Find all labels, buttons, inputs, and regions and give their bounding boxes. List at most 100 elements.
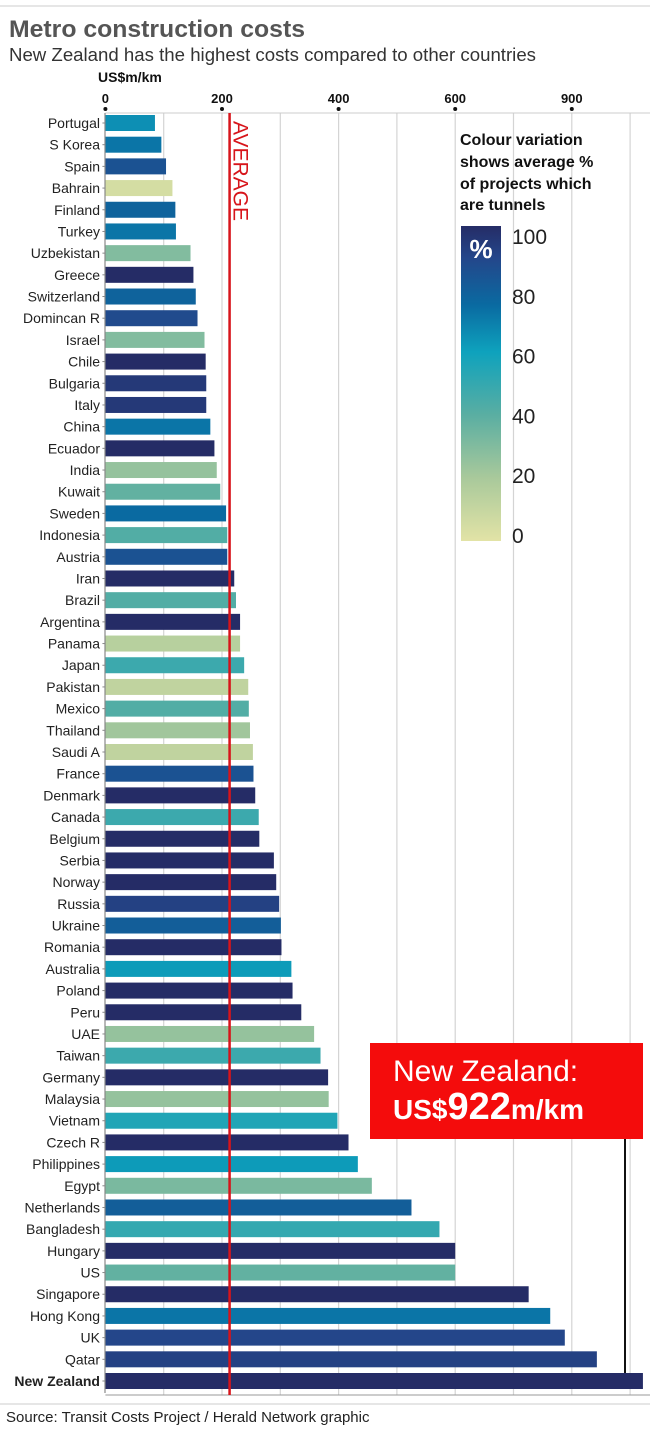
- category-label: Uzbekistan: [31, 245, 100, 261]
- category-label: France: [56, 766, 100, 782]
- bar: [105, 1069, 329, 1086]
- new-zealand-callout: New Zealand: US$922m/km: [370, 1043, 643, 1139]
- category-label: UAE: [71, 1026, 100, 1042]
- category-label: Canada: [51, 809, 100, 825]
- x-tick-dot: [336, 107, 341, 111]
- category-label: Belgium: [49, 831, 100, 847]
- bar: [105, 787, 256, 804]
- category-label: Japan: [62, 657, 100, 673]
- legend-percent-symbol: %: [469, 234, 492, 264]
- bar: [105, 960, 292, 977]
- category-label: UK: [81, 1330, 101, 1346]
- category-label: Ukraine: [52, 918, 100, 934]
- bar: [105, 1351, 597, 1368]
- bar: [105, 483, 221, 500]
- legend-title-line: Colour variation: [460, 132, 583, 149]
- x-axis-unit-label: US$m/km: [98, 69, 162, 85]
- bar: [105, 396, 207, 413]
- bar: [105, 1242, 456, 1259]
- category-label: Philippines: [32, 1156, 100, 1172]
- bar: [105, 1112, 338, 1129]
- category-label: Germany: [42, 1069, 100, 1085]
- legend-label: 0: [512, 525, 524, 548]
- category-label: Bahrain: [52, 180, 100, 196]
- category-labels: Portugal S Korea Spain Bahrain Finland Turkey…: [14, 115, 106, 1389]
- category-label: Israel: [66, 332, 100, 348]
- category-label: Kuwait: [58, 484, 100, 500]
- category-label: Czech R: [46, 1134, 100, 1150]
- legend-label: 60: [512, 346, 535, 369]
- bar: [105, 223, 176, 240]
- bar: [105, 1004, 302, 1021]
- category-label: Sweden: [49, 505, 100, 521]
- category-label: Pakistan: [46, 679, 100, 695]
- bar: [105, 462, 217, 479]
- bar: [105, 765, 254, 782]
- bar: [105, 331, 205, 348]
- bars: [105, 115, 643, 1389]
- legend-title-line: are tunnels: [460, 197, 545, 214]
- bar: [105, 722, 250, 739]
- category-label: China: [63, 419, 100, 435]
- bar: [105, 744, 253, 760]
- category-label: Poland: [56, 983, 100, 999]
- bar: [105, 136, 162, 153]
- category-label: Singapore: [36, 1286, 100, 1302]
- x-tick-dot: [453, 107, 458, 111]
- category-label: Iran: [76, 570, 100, 586]
- bar: [105, 613, 241, 630]
- bar: [105, 678, 249, 695]
- bar: [105, 180, 173, 197]
- bar: [105, 115, 155, 131]
- x-tick-dot: [569, 107, 574, 111]
- category-label: Peru: [70, 1004, 100, 1020]
- bar: [105, 895, 280, 912]
- category-label: Bangladesh: [26, 1221, 100, 1237]
- bar: [105, 158, 167, 175]
- category-label: Norway: [53, 874, 100, 890]
- bar: [105, 505, 227, 522]
- bar: [105, 1264, 456, 1281]
- legend-label: 40: [512, 405, 535, 428]
- category-label: Brazil: [65, 592, 100, 608]
- category-label: Saudi A: [52, 744, 101, 760]
- legend-title-line: of projects which: [460, 176, 592, 193]
- category-label: Austria: [56, 549, 100, 565]
- bar: [105, 1025, 315, 1042]
- bar: [105, 1199, 412, 1216]
- x-tick-dot: [220, 107, 224, 111]
- bar: [105, 570, 235, 587]
- chart-title: Metro construction costs: [9, 16, 305, 43]
- bar: [105, 1221, 440, 1238]
- bar: [105, 1329, 565, 1346]
- category-label: Hungary: [47, 1243, 100, 1259]
- category-label: Egypt: [64, 1178, 100, 1194]
- bar: [105, 201, 176, 218]
- category-label: Denmark: [43, 787, 101, 803]
- category-label: Argentina: [40, 614, 100, 630]
- category-label: Turkey: [58, 223, 100, 239]
- legend-label: 80: [512, 286, 535, 309]
- category-label: Russia: [57, 896, 100, 912]
- x-tick-label: 600: [444, 91, 466, 106]
- bar: [105, 1307, 551, 1324]
- legend-color-scale: [461, 226, 501, 541]
- category-label: S Korea: [49, 137, 100, 153]
- bar: [105, 1091, 329, 1108]
- bar: [105, 353, 206, 370]
- legend-labels: 100 80 60 40 20 0: [512, 226, 547, 548]
- category-label: Qatar: [65, 1351, 100, 1367]
- bar: [105, 917, 281, 934]
- category-label: Panama: [48, 636, 100, 652]
- category-label: US: [81, 1265, 100, 1281]
- category-label: Finland: [54, 202, 100, 218]
- average-label: AVERAGE: [229, 121, 252, 221]
- category-label: Indonesia: [39, 527, 100, 543]
- category-label: Serbia: [60, 852, 101, 868]
- bar: [105, 245, 191, 262]
- bar: [105, 982, 293, 999]
- bar: [105, 657, 245, 674]
- category-label: Mexico: [56, 701, 101, 717]
- category-label: Australia: [46, 961, 101, 977]
- category-label: Malaysia: [45, 1091, 100, 1107]
